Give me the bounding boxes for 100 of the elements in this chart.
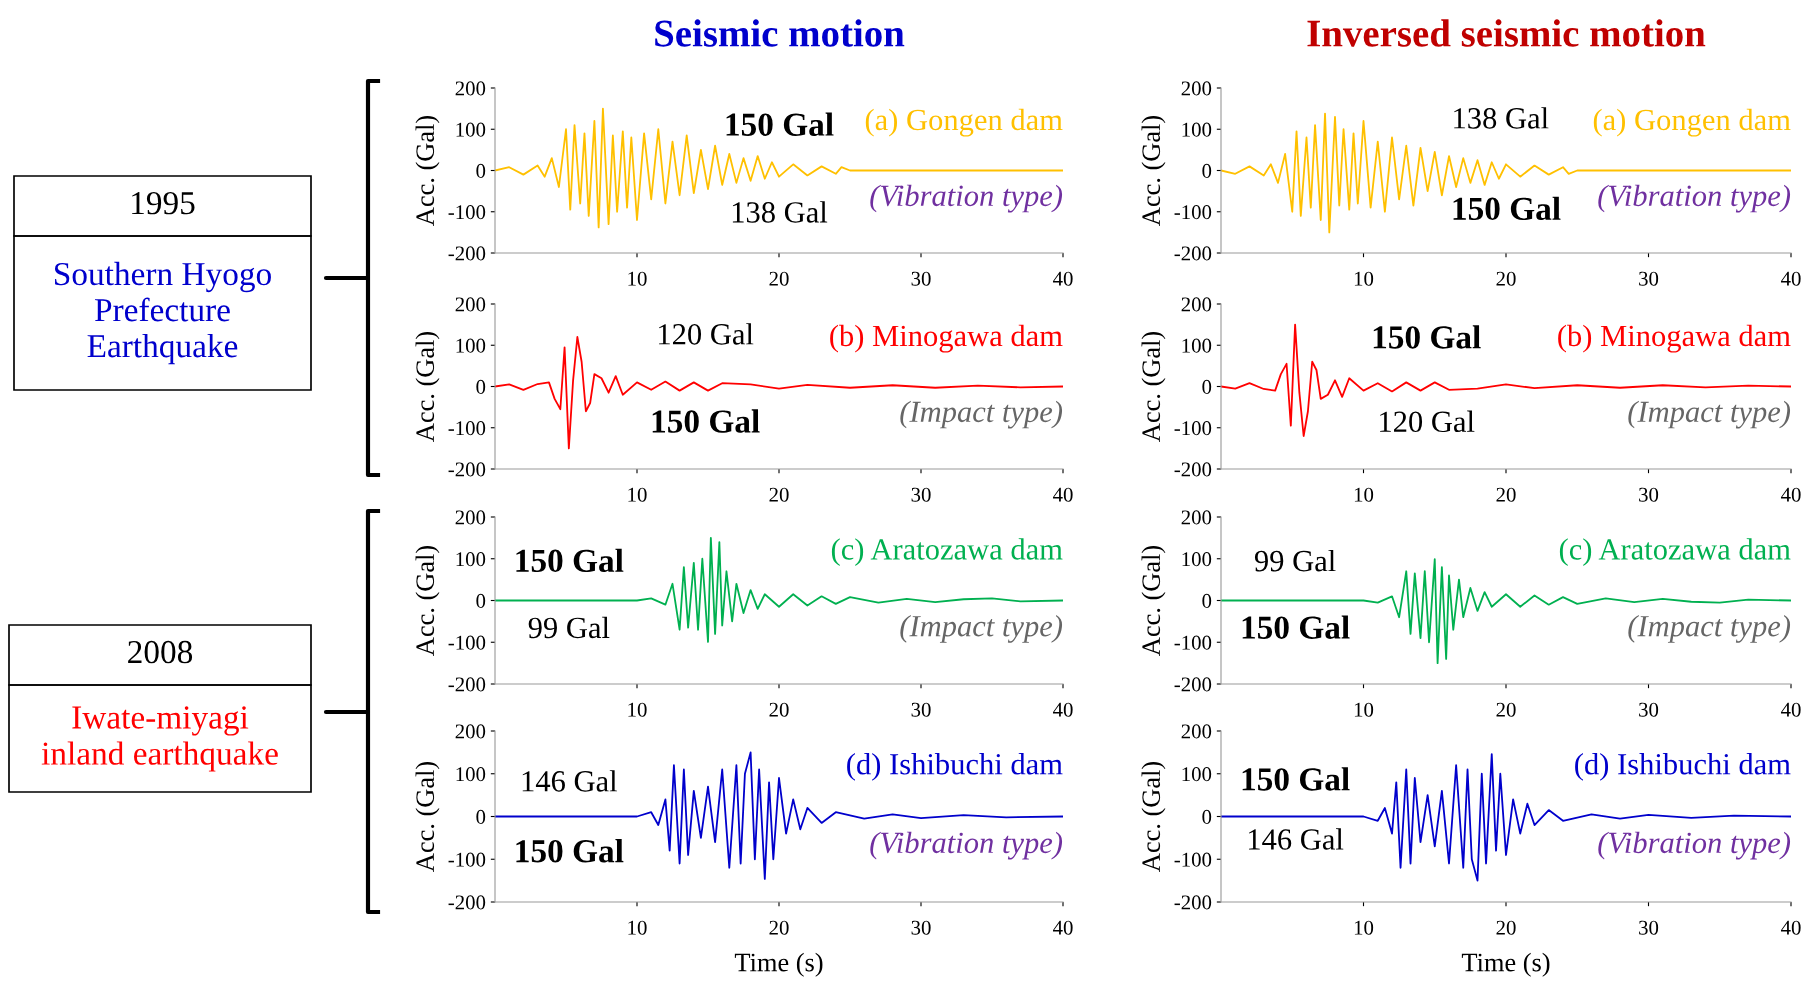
x-tick-label: 20: [1496, 271, 1516, 286]
y-tick-label: 200: [455, 81, 486, 96]
x-tick-label: 10: [628, 702, 647, 717]
x-tick-label: 40: [1780, 920, 1801, 935]
x-tick-label: 30: [911, 271, 931, 286]
y-tick-label: 200: [1181, 297, 1212, 312]
annotation: (Impact type): [1628, 614, 1791, 643]
y-tick-label: -200: [448, 246, 486, 261]
annotation: 99 Gal: [528, 616, 610, 639]
annotation: 120 Gal: [659, 323, 754, 345]
x-tick-label: 10: [1354, 702, 1374, 717]
annotation: (a) Gongen dam: [865, 108, 1063, 137]
y-tick-label: 100: [1182, 552, 1212, 567]
y-tick-label: 100: [1182, 767, 1212, 782]
annotation: 150 Gal: [516, 548, 624, 573]
x-tick-label: 40: [1052, 271, 1073, 286]
y-tick-label: 100: [456, 552, 486, 567]
y-tick-label: -100: [1174, 635, 1212, 650]
annotation: 138 Gal: [732, 201, 828, 223]
x-tick-label: 40: [1780, 487, 1801, 502]
y-tick-label: -100: [1174, 852, 1212, 867]
y-axis-title: Acc. (Gal): [415, 115, 440, 226]
chart-title: Inversed seismic motion: [1307, 19, 1706, 47]
y-tick-label: 100: [456, 122, 486, 137]
y-tick-label: 200: [455, 297, 486, 312]
x-tick-label: 20: [1496, 702, 1516, 717]
annotation: 138 Gal: [1454, 107, 1549, 129]
y-tick-label: 0: [1202, 163, 1212, 178]
y-tick-label: 0: [476, 379, 486, 394]
text: 2008: [128, 640, 193, 664]
y-tick-label: 200: [1181, 724, 1212, 739]
annotation: (Vibration type): [1598, 184, 1791, 213]
y-tick-label: -200: [448, 895, 486, 910]
y-tick-label: -200: [1174, 246, 1212, 261]
y-tick-label: 100: [456, 338, 486, 353]
x-tick-label: 10: [628, 920, 647, 935]
y-tick-label: 0: [476, 593, 486, 608]
x-tick-label: 30: [1639, 487, 1659, 502]
x-tick-label: 40: [1052, 920, 1073, 935]
y-tick-label: -100: [448, 421, 486, 436]
y-tick-label: -100: [448, 635, 486, 650]
y-tick-label: 100: [456, 767, 486, 782]
annotation: 146 Gal: [522, 770, 618, 792]
x-tick-label: 40: [1052, 487, 1073, 502]
y-tick-label: -100: [1174, 421, 1212, 436]
y-axis-title: Acc. (Gal): [415, 761, 440, 872]
x-tick-label: 20: [769, 702, 789, 717]
annotation: (Vibration type): [870, 184, 1063, 213]
annotation: 150 Gal: [1453, 196, 1561, 221]
x-axis-title: Time (s): [734, 952, 823, 977]
y-tick-label: -200: [1174, 677, 1212, 692]
y-tick-label: 200: [1181, 81, 1212, 96]
x-tick-label: 30: [911, 702, 931, 717]
y-tick-label: 200: [1181, 510, 1212, 525]
y-axis-title: Acc. (Gal): [1141, 545, 1166, 656]
y-tick-label: -200: [1174, 462, 1212, 477]
annotation: 120 Gal: [1380, 410, 1475, 433]
annotation: (Vibration type): [1598, 831, 1791, 860]
text: Iwate-miyagi inland earthquake: [41, 706, 278, 772]
line-series: [495, 536, 1063, 643]
annotation: 150 Gal: [516, 839, 624, 863]
line-series: [1221, 323, 1791, 437]
y-tick-label: -200: [448, 677, 486, 692]
y-tick-label: -100: [1174, 205, 1212, 220]
x-tick-label: 20: [1496, 920, 1516, 935]
y-axis-title: Acc. (Gal): [415, 545, 440, 656]
x-tick-label: 20: [1496, 487, 1516, 502]
x-tick-label: 10: [628, 271, 647, 286]
y-tick-label: 0: [476, 163, 486, 178]
x-tick-label: 40: [1780, 271, 1801, 286]
y-tick-label: 200: [455, 510, 486, 525]
chart-title: Seismic motion: [655, 19, 905, 47]
line-series: [1221, 753, 1791, 882]
annotation: (b) Minogawa dam: [830, 324, 1063, 353]
annotation: 150 Gal: [1242, 767, 1350, 791]
x-tick-label: 10: [1354, 487, 1374, 502]
x-tick-label: 20: [769, 920, 789, 935]
y-tick-label: -200: [448, 462, 486, 477]
x-tick-label: 10: [1354, 920, 1374, 935]
x-tick-label: 40: [1052, 702, 1073, 717]
y-tick-label: 200: [455, 724, 486, 739]
annotation: (d) Ishibuchi dam: [1575, 753, 1791, 781]
text: Southern Hyogo Prefecture Earthquake: [55, 261, 271, 365]
y-tick-label: 0: [476, 809, 486, 824]
annotation: 146 Gal: [1248, 828, 1344, 850]
y-tick-label: -200: [1174, 895, 1212, 910]
line-series: [495, 107, 1063, 229]
x-tick-label: 30: [1639, 702, 1659, 717]
annotation: (d) Ishibuchi dam: [847, 753, 1063, 781]
x-tick-label: 30: [1639, 920, 1659, 935]
x-tick-label: 10: [628, 487, 647, 502]
y-tick-label: 0: [1202, 593, 1212, 608]
y-axis-title: Acc. (Gal): [415, 331, 440, 442]
x-tick-label: 20: [769, 487, 789, 502]
line-series: [495, 751, 1063, 880]
annotation: 150 Gal: [1373, 325, 1481, 349]
y-axis-title: Acc. (Gal): [1141, 115, 1166, 226]
x-tick-label: 40: [1780, 702, 1801, 717]
x-tick-label: 30: [1639, 271, 1659, 286]
y-tick-label: 100: [1182, 122, 1212, 137]
